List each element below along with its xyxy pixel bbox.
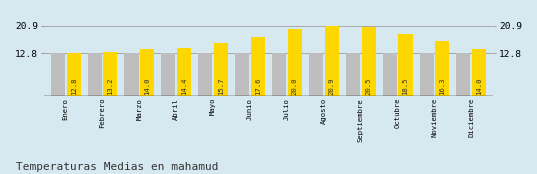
- Bar: [346, 53, 360, 96]
- Bar: [436, 41, 449, 96]
- Text: 14.0: 14.0: [476, 78, 482, 95]
- Bar: [214, 43, 228, 96]
- Bar: [88, 53, 101, 96]
- Bar: [472, 49, 487, 96]
- Bar: [456, 53, 470, 96]
- Text: 12.8: 12.8: [70, 78, 77, 95]
- Bar: [125, 53, 139, 96]
- Text: 13.2: 13.2: [107, 78, 113, 95]
- Bar: [235, 53, 249, 96]
- Bar: [272, 53, 286, 96]
- Bar: [104, 52, 118, 96]
- Text: 20.5: 20.5: [366, 78, 372, 95]
- Text: 16.3: 16.3: [439, 78, 445, 95]
- Text: 20.9: 20.9: [329, 78, 335, 95]
- Bar: [419, 53, 433, 96]
- Bar: [67, 53, 81, 96]
- Bar: [325, 26, 339, 96]
- Bar: [162, 53, 176, 96]
- Text: Temperaturas Medias en mahamud: Temperaturas Medias en mahamud: [16, 162, 219, 172]
- Text: 14.4: 14.4: [182, 78, 187, 95]
- Bar: [198, 53, 212, 96]
- Bar: [309, 53, 323, 96]
- Text: 15.7: 15.7: [218, 78, 224, 95]
- Bar: [251, 37, 265, 96]
- Bar: [50, 53, 65, 96]
- Bar: [398, 34, 412, 96]
- Bar: [177, 48, 191, 96]
- Bar: [288, 29, 302, 96]
- Bar: [361, 27, 375, 96]
- Bar: [140, 49, 154, 96]
- Text: 14.0: 14.0: [144, 78, 150, 95]
- Text: 17.6: 17.6: [255, 78, 261, 95]
- Text: 18.5: 18.5: [403, 78, 409, 95]
- Bar: [383, 53, 397, 96]
- Text: 20.0: 20.0: [292, 78, 298, 95]
